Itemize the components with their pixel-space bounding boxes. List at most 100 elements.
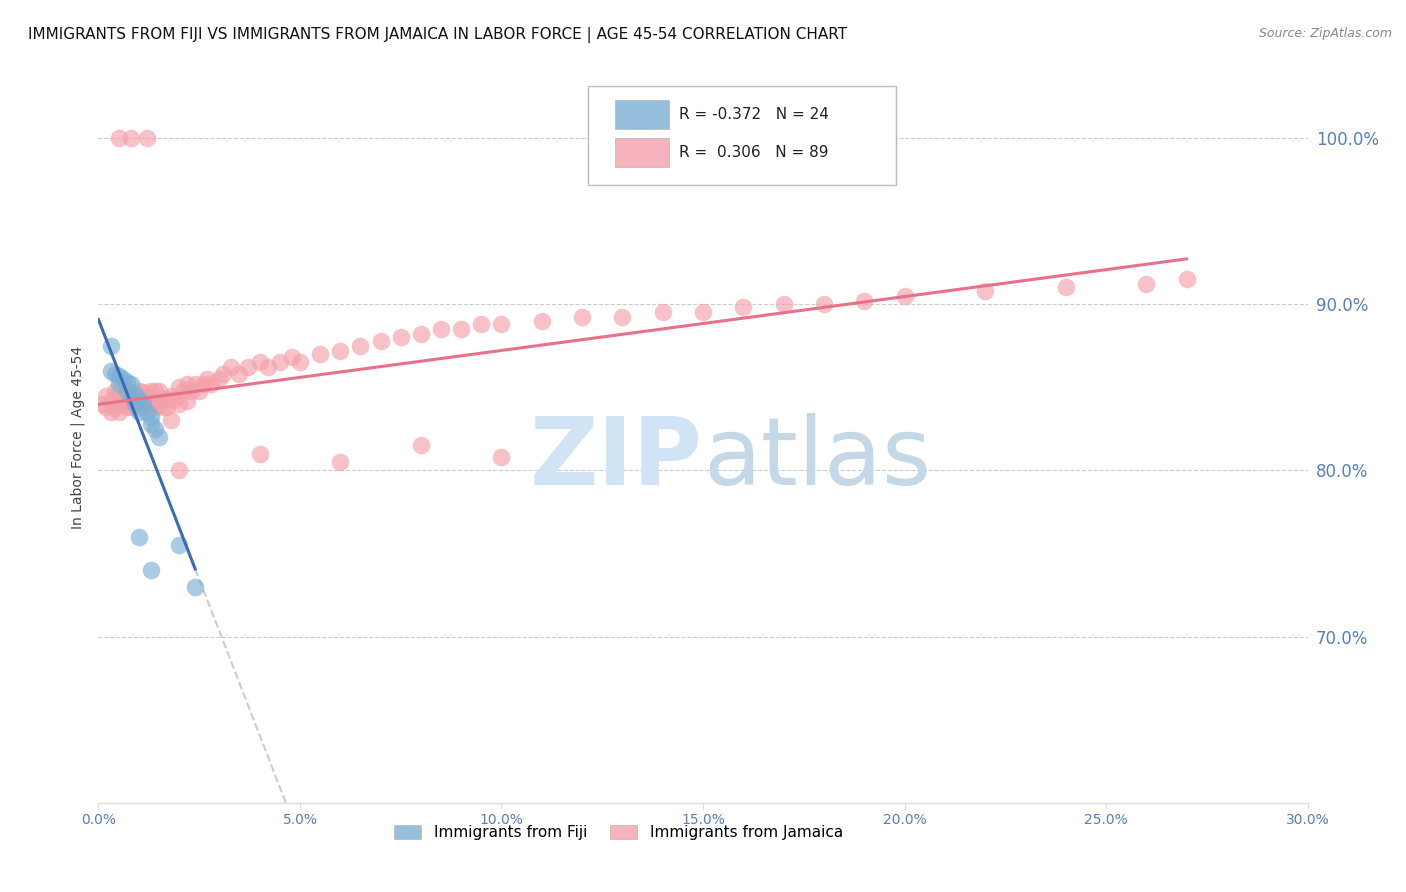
Point bbox=[188, 384, 211, 398]
Point bbox=[100, 363, 122, 377]
Point bbox=[103, 367, 125, 381]
Point bbox=[167, 463, 190, 477]
Point bbox=[139, 417, 162, 431]
Point bbox=[1175, 272, 1198, 286]
Point bbox=[115, 384, 138, 398]
Point bbox=[813, 297, 835, 311]
Point bbox=[256, 360, 278, 375]
Point bbox=[651, 305, 673, 319]
Point bbox=[156, 400, 179, 414]
Point bbox=[281, 351, 304, 365]
Point bbox=[269, 355, 291, 369]
Point bbox=[172, 384, 194, 398]
Point bbox=[612, 310, 634, 325]
Point bbox=[530, 314, 553, 328]
Point bbox=[128, 384, 150, 398]
Point bbox=[893, 289, 915, 303]
Point bbox=[111, 397, 134, 411]
Point bbox=[143, 384, 166, 398]
Point bbox=[152, 392, 174, 406]
Point bbox=[349, 339, 371, 353]
Point bbox=[132, 397, 155, 411]
Point bbox=[176, 393, 198, 408]
Point bbox=[491, 317, 513, 331]
Text: ZIP: ZIP bbox=[530, 413, 703, 505]
Point bbox=[124, 387, 146, 401]
Point bbox=[974, 284, 997, 298]
Legend: Immigrants from Fiji, Immigrants from Jamaica: Immigrants from Fiji, Immigrants from Ja… bbox=[388, 819, 849, 847]
Text: R = -0.372   N = 24: R = -0.372 N = 24 bbox=[679, 107, 828, 122]
Point bbox=[148, 384, 170, 398]
Point bbox=[370, 334, 392, 348]
Y-axis label: In Labor Force | Age 45-54: In Labor Force | Age 45-54 bbox=[70, 345, 84, 529]
Point bbox=[128, 530, 150, 544]
Point bbox=[135, 405, 157, 419]
Point bbox=[156, 392, 179, 406]
Point bbox=[329, 455, 352, 469]
Point bbox=[389, 330, 412, 344]
Point bbox=[148, 430, 170, 444]
Point bbox=[91, 397, 114, 411]
Point bbox=[132, 385, 155, 400]
Point bbox=[124, 397, 146, 411]
Point bbox=[236, 360, 259, 375]
Point bbox=[309, 347, 332, 361]
Point bbox=[100, 393, 122, 408]
Text: IMMIGRANTS FROM FIJI VS IMMIGRANTS FROM JAMAICA IN LABOR FORCE | AGE 45-54 CORRE: IMMIGRANTS FROM FIJI VS IMMIGRANTS FROM … bbox=[28, 27, 848, 43]
Point bbox=[571, 310, 593, 325]
Point bbox=[124, 397, 146, 411]
Point bbox=[228, 367, 250, 381]
Point bbox=[120, 388, 142, 402]
Point bbox=[176, 376, 198, 391]
Text: R =  0.306   N = 89: R = 0.306 N = 89 bbox=[679, 145, 828, 160]
FancyBboxPatch shape bbox=[588, 86, 897, 185]
Point bbox=[128, 400, 150, 414]
Point bbox=[111, 372, 134, 386]
Point bbox=[409, 326, 432, 341]
Point bbox=[124, 388, 146, 402]
Point bbox=[103, 400, 125, 414]
Point bbox=[115, 376, 138, 390]
Point bbox=[148, 397, 170, 411]
Point bbox=[288, 355, 311, 369]
Point bbox=[96, 388, 118, 402]
Point bbox=[115, 400, 138, 414]
Point bbox=[180, 384, 202, 398]
Point bbox=[184, 376, 207, 391]
Point bbox=[103, 384, 125, 398]
FancyBboxPatch shape bbox=[614, 100, 669, 129]
Point bbox=[143, 400, 166, 414]
Text: Source: ZipAtlas.com: Source: ZipAtlas.com bbox=[1258, 27, 1392, 40]
Point bbox=[128, 392, 150, 406]
Point bbox=[115, 388, 138, 402]
Point bbox=[128, 405, 150, 419]
Point bbox=[107, 368, 129, 383]
Point bbox=[853, 293, 876, 308]
Point bbox=[167, 538, 190, 552]
FancyBboxPatch shape bbox=[614, 137, 669, 167]
Point bbox=[160, 413, 183, 427]
Point bbox=[200, 376, 222, 391]
Point bbox=[212, 367, 235, 381]
Point bbox=[193, 376, 215, 391]
Point bbox=[163, 392, 186, 406]
Point bbox=[1054, 280, 1077, 294]
Point bbox=[135, 388, 157, 402]
Point bbox=[184, 580, 207, 594]
Point bbox=[139, 563, 162, 577]
Point bbox=[132, 397, 155, 411]
Point bbox=[139, 384, 162, 398]
Point bbox=[329, 343, 352, 358]
Point bbox=[139, 410, 162, 425]
Point bbox=[692, 305, 714, 319]
Point bbox=[120, 376, 142, 391]
Point bbox=[430, 322, 453, 336]
Point bbox=[733, 301, 755, 315]
Point bbox=[143, 422, 166, 436]
Point bbox=[135, 131, 157, 145]
Point bbox=[491, 450, 513, 464]
Point bbox=[107, 384, 129, 398]
Point bbox=[96, 400, 118, 414]
Point bbox=[409, 438, 432, 452]
Point bbox=[167, 397, 190, 411]
